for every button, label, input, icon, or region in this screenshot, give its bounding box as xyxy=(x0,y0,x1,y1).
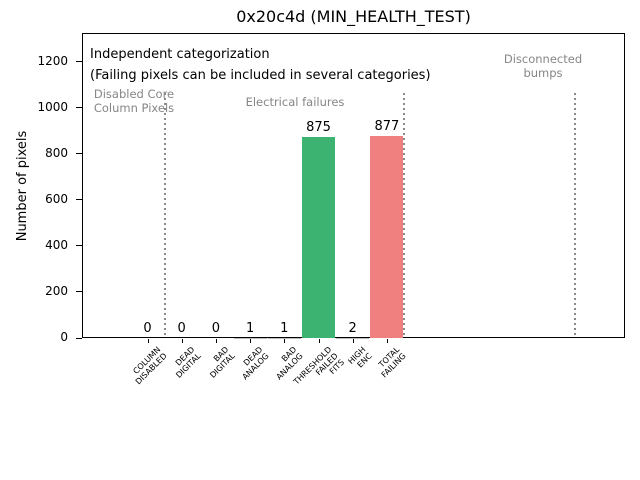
x-tick-mark xyxy=(250,339,252,343)
bar-value-label: 0 xyxy=(143,321,152,336)
bar-value-label: 875 xyxy=(306,119,331,135)
bar-value-label: 0 xyxy=(177,321,186,336)
y-tick-mark xyxy=(76,153,82,155)
y-tick-mark xyxy=(76,61,82,63)
y-tick-label: 600 xyxy=(45,191,68,206)
section-divider-line xyxy=(163,93,166,338)
y-tick-label: 1000 xyxy=(37,99,68,114)
chart-title: 0x20c4d (MIN_HEALTH_TEST) xyxy=(236,7,471,26)
y-tick-label: 0 xyxy=(60,330,68,344)
x-tick-mark xyxy=(147,339,149,343)
section-divider-line xyxy=(403,93,405,338)
bar-value-label: 1 xyxy=(245,320,255,336)
bar-value-label: 877 xyxy=(374,119,400,135)
y-tick-label: 200 xyxy=(45,283,68,298)
y-tick-mark xyxy=(76,199,82,201)
section-label-disabled-core-column-pixels: Disabled Core Column Pixels xyxy=(93,87,175,115)
x-tick-mark xyxy=(181,339,183,343)
section-divider-line xyxy=(574,93,576,338)
annotation-note-line2: (Failing pixels can be included in sever… xyxy=(90,68,431,83)
y-tick-label: 400 xyxy=(45,237,68,252)
x-tick-mark xyxy=(215,339,217,343)
section-label-electrical-failures: Electrical failures xyxy=(245,95,345,109)
bar xyxy=(370,136,404,338)
x-tick-mark xyxy=(352,339,354,343)
y-tick-label: 800 xyxy=(45,145,68,160)
plot-area xyxy=(82,33,625,338)
bar-value-label: 0 xyxy=(211,321,221,336)
x-tick-mark xyxy=(386,339,388,343)
annotation-note-line1: Independent categorization xyxy=(90,47,270,62)
bar-value-label: 2 xyxy=(348,320,357,336)
y-tick-mark xyxy=(76,107,82,109)
bar-value-label: 1 xyxy=(280,320,289,336)
bar xyxy=(302,136,335,338)
section-label-disconnected-bumps: Disconnected bumps xyxy=(503,52,583,80)
y-tick-label: 1200 xyxy=(37,53,68,68)
x-tick-mark xyxy=(284,339,286,343)
y-tick-mark xyxy=(76,337,82,339)
y-tick-mark xyxy=(76,245,82,247)
y-tick-mark xyxy=(76,291,82,293)
x-tick-mark xyxy=(318,339,320,343)
